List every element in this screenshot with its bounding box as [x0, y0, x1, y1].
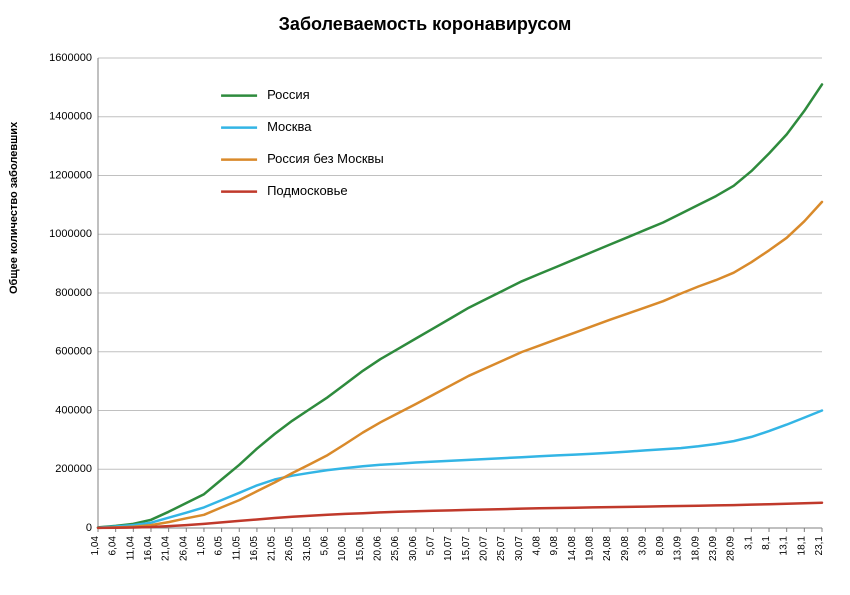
x-tick-label: 13,1: [779, 536, 790, 556]
legend-label: Москва: [267, 119, 312, 134]
x-tick-label: 10,06: [337, 536, 348, 561]
series-line: [98, 202, 822, 528]
legend-item: Россия без Москвы: [221, 151, 384, 166]
y-tick-label: 1400000: [49, 111, 92, 123]
legend-label: Подмосковье: [267, 183, 348, 198]
x-tick-label: 4,08: [531, 536, 542, 556]
legend: Россия Москва Россия без Москвы Подмосковье: [221, 87, 384, 198]
x-tick-label: 3,1: [743, 536, 754, 550]
x-tick-label: 30,06: [408, 536, 419, 561]
x-tick-label: 3,09: [637, 536, 648, 556]
x-tick-label: 20,07: [478, 536, 489, 561]
y-tick-label: 400000: [55, 404, 92, 416]
x-tick-label: 13,09: [673, 536, 684, 561]
x-tick-label: 8,1: [761, 536, 772, 550]
x-tick-label: 18,1: [796, 536, 807, 556]
x-tick-label: 31,05: [302, 536, 313, 561]
y-axis-label: Общее количество заболевших: [8, 122, 20, 294]
x-tick-label: 25,07: [496, 536, 507, 561]
y-tick-label: 800000: [55, 287, 92, 299]
x-tick-label: 15,07: [461, 536, 472, 561]
x-tick-label: 11,04: [125, 536, 136, 561]
y-tick-label: 1000000: [49, 228, 92, 240]
chart-title: Заболеваемость коронавирусом: [0, 14, 850, 35]
x-tick-label: 16,04: [143, 536, 154, 561]
x-tick-label: 30,07: [514, 536, 525, 561]
x-tick-label: 26,04: [178, 536, 189, 561]
legend-label: Россия: [267, 87, 310, 102]
legend-label: Россия без Москвы: [267, 151, 384, 166]
x-tick-label: 11,05: [231, 536, 242, 561]
x-tick-label: 14,08: [567, 536, 578, 561]
x-tick-label: 20,06: [373, 536, 384, 561]
y-tick-label: 0: [86, 522, 92, 534]
x-tick-label: 5,06: [320, 536, 331, 556]
x-tick-label: 6,05: [214, 536, 225, 556]
x-tick-label: 19,08: [584, 536, 595, 561]
x-tick-label: 1,05: [196, 536, 207, 556]
x-tick-label: 5,07: [426, 536, 437, 556]
y-tick-label: 200000: [55, 463, 92, 475]
x-tick-label: 29,08: [620, 536, 631, 561]
x-tick-label: 21,05: [267, 536, 278, 561]
chart-area: 0 200000 400000 600000 800000 1000000 1200000 1…: [30, 50, 832, 583]
x-tick-label: 18,09: [690, 536, 701, 561]
x-tick-label: 10,07: [443, 536, 454, 561]
x-tick-label: 24,08: [602, 536, 613, 561]
x-tick-label: 23,1: [814, 536, 825, 556]
x-tick-label: 1,04: [90, 536, 101, 556]
x-tick-label: 21,04: [161, 536, 172, 561]
x-tick-label: 6,04: [108, 536, 119, 556]
x-tick-label: 26,05: [284, 536, 295, 561]
y-tick-label: 600000: [55, 346, 92, 358]
x-tick-label: 28,09: [726, 536, 737, 561]
x-tick-label: 15,06: [355, 536, 366, 561]
x-tick-label: 8,09: [655, 536, 666, 556]
x-tick-label: 25,06: [390, 536, 401, 561]
y-tick-label: 1600000: [49, 52, 92, 64]
legend-item: Москва: [221, 119, 312, 134]
legend-item: Россия: [221, 87, 310, 102]
x-tick-label: 9,08: [549, 536, 560, 556]
legend-item: Подмосковье: [221, 183, 348, 198]
y-tick-label: 1200000: [49, 169, 92, 181]
x-tick-label: 23,09: [708, 536, 719, 561]
x-tick-label: 16,05: [249, 536, 260, 561]
